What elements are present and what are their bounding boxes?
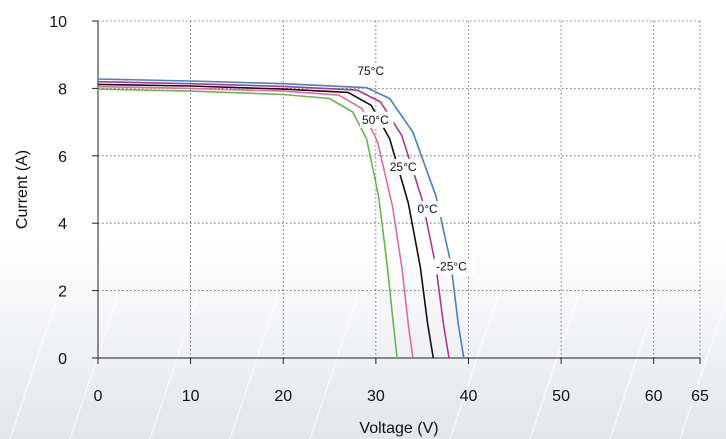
background-streaks: [9, 289, 726, 439]
y-tick-label: 0: [58, 351, 67, 368]
x-tick-label: 60: [645, 388, 663, 405]
series-line-0: [97, 88, 398, 359]
y-tick-label: 8: [58, 81, 67, 98]
y-tick-label: 6: [58, 149, 67, 166]
temperature-label-bg: [355, 62, 389, 79]
temperature-label-3: 0°C: [418, 202, 438, 216]
axes: 0 2 4 6 8 10 0 10 20 30 40 50 60 65: [49, 14, 709, 405]
x-tick-label: 0: [94, 388, 103, 405]
gridlines: [98, 20, 701, 358]
y-tick-label: 4: [58, 216, 67, 233]
x-tick-label: 40: [460, 388, 478, 405]
x-tick-label: 10: [182, 388, 200, 405]
temperature-label-0: 75°C: [357, 64, 384, 78]
y-tick-label: 2: [58, 284, 67, 301]
temperature-label-2: 25°C: [390, 160, 417, 174]
temperature-labels: 75°C 50°C 25°C 0°C -25°C: [355, 62, 476, 275]
temperature-label-bg: [359, 111, 394, 128]
x-tick-label: 20: [274, 388, 292, 405]
temperature-label-bg: [387, 158, 422, 175]
x-tick-label: 50: [552, 388, 570, 405]
temperature-label-bg: [415, 201, 442, 218]
temperature-label-4: -25°C: [436, 259, 467, 273]
temperature-label-bg: [434, 258, 476, 275]
x-axis-title: Voltage (V): [359, 420, 438, 437]
series-line-4: [97, 78, 465, 359]
x-tick-label: 30: [367, 388, 385, 405]
y-axis-title: Current (A): [14, 150, 31, 229]
y-tick-label: 10: [49, 14, 67, 31]
x-tick-label: 65: [691, 388, 709, 405]
temperature-label-1: 50°C: [362, 113, 389, 127]
